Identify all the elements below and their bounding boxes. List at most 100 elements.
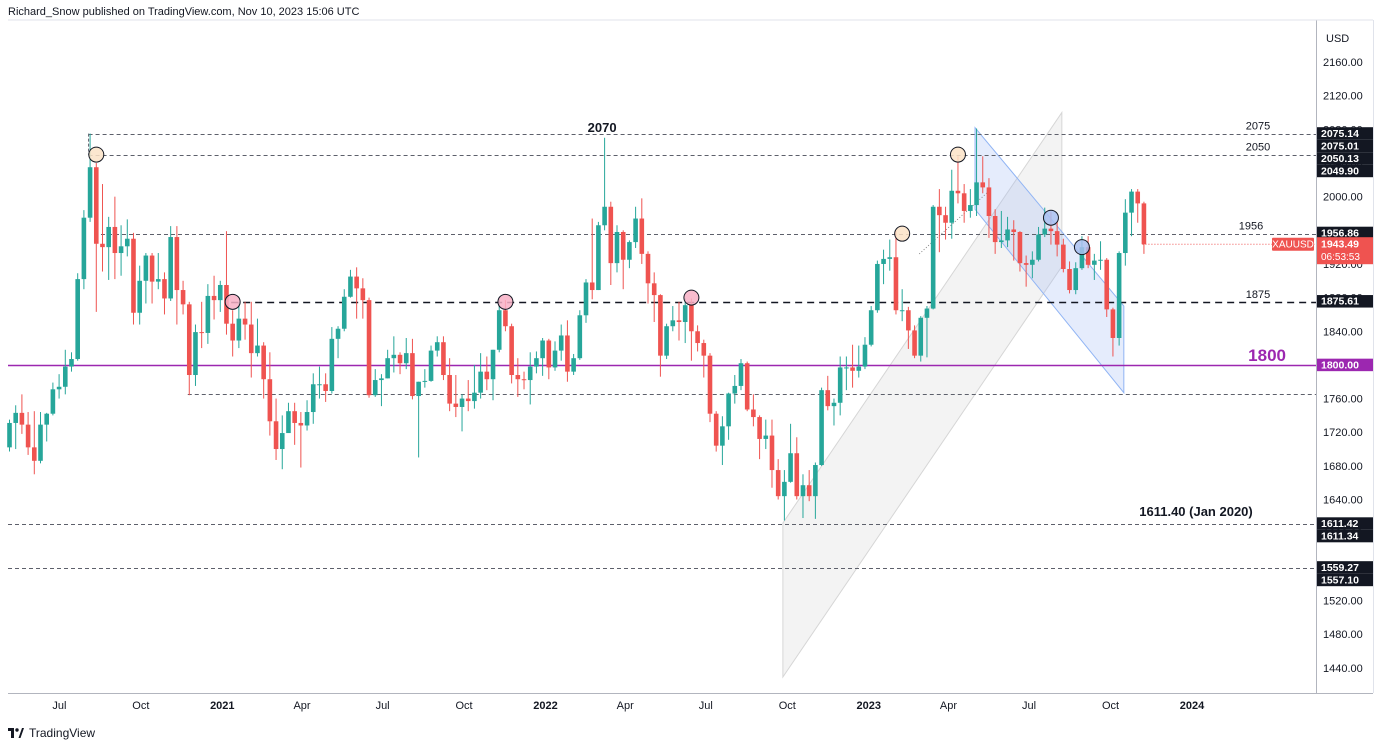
time-axis[interactable]: Jul Oct 2021 Apr Jul Oct 2022 Apr Jul Oct 2023 Apr J…	[52, 700, 1205, 712]
candle-105	[658, 294, 663, 377]
candle-106	[664, 323, 669, 360]
candle-181	[1129, 189, 1134, 237]
candle-6	[44, 412, 49, 442]
candle-body	[831, 402, 837, 407]
candle-171	[1067, 261, 1072, 294]
candle-43	[273, 398, 279, 460]
candle-85	[534, 351, 539, 374]
plot-area[interactable]	[8, 20, 1316, 693]
footer[interactable]: TradingView	[8, 724, 95, 742]
candle-107	[670, 306, 676, 332]
candle-10	[69, 352, 74, 372]
candle-body	[1023, 263, 1029, 265]
candle-182	[1135, 189, 1141, 223]
price-badge-bg	[1317, 358, 1373, 372]
candle-62	[391, 336, 397, 373]
currency-label[interactable]: USD	[1326, 33, 1349, 45]
symbol-tag-text: XAUUSD	[1272, 240, 1314, 251]
candle-body	[44, 413, 49, 425]
level-label: 1875	[1246, 289, 1270, 301]
candle-42	[267, 352, 273, 436]
candle-79	[496, 299, 502, 353]
candle-body	[484, 371, 490, 380]
tradingview-logo-icon	[8, 728, 24, 738]
candle-61	[385, 349, 390, 379]
candle-128	[800, 474, 806, 519]
x-tick-label: Jul	[52, 700, 66, 712]
candle-body	[980, 182, 986, 188]
candle-body	[25, 424, 31, 448]
candle-27	[174, 226, 180, 325]
price-badge-text: 1557.10	[1321, 574, 1359, 586]
candle-108	[676, 301, 682, 341]
candle-147	[918, 316, 924, 362]
candle-29	[186, 301, 192, 396]
candle-body	[31, 447, 37, 461]
candle-55	[348, 269, 353, 298]
candle-body	[112, 226, 118, 254]
candle-body	[174, 237, 180, 291]
candle-25	[162, 272, 167, 315]
candle-87	[546, 338, 552, 380]
candle-body	[1129, 191, 1134, 213]
candle-body	[81, 217, 87, 280]
candle-body	[1123, 212, 1128, 254]
candle-body	[813, 465, 818, 497]
x-tick-label: 2021	[210, 700, 234, 712]
candle-body	[961, 193, 967, 211]
candle-body	[552, 350, 558, 368]
candle-159	[992, 209, 998, 254]
symbol-tag[interactable]	[1272, 237, 1314, 251]
candle-body	[639, 218, 645, 254]
candle-157	[980, 156, 986, 194]
candle-13	[87, 133, 93, 222]
price-badge-text: 1875.61	[1321, 296, 1359, 308]
price-badge-bg	[1317, 226, 1373, 240]
candle-body	[162, 279, 167, 299]
candle-64	[403, 337, 409, 370]
candle-body	[69, 359, 74, 367]
candle-body	[1054, 231, 1060, 245]
candle-body	[515, 375, 521, 380]
candle-146	[912, 325, 917, 359]
candle-body	[800, 485, 806, 497]
candle-135	[844, 356, 849, 391]
candle-body	[899, 310, 905, 312]
candle-142	[887, 239, 893, 271]
candle-94	[589, 218, 595, 300]
candle-body	[7, 422, 12, 448]
candle-45	[286, 402, 291, 434]
candle-body	[323, 384, 328, 391]
x-tick-label: Oct	[456, 700, 473, 712]
candle-body	[261, 345, 266, 380]
candle-body	[1085, 247, 1091, 265]
candle-52	[329, 327, 335, 394]
candle-body	[366, 300, 372, 396]
price-badge: 1559.27	[1317, 561, 1373, 574]
candle-33	[211, 275, 217, 320]
price-badge-text: 1611.42	[1321, 518, 1359, 530]
candle-body	[211, 295, 217, 301]
candle-120	[751, 394, 756, 427]
candle-175	[1092, 253, 1097, 280]
candle-body	[478, 371, 483, 393]
y-tick-label: 1440.00	[1323, 663, 1363, 675]
candle-117	[732, 375, 738, 404]
candle-body	[1048, 228, 1054, 232]
candle-75	[472, 364, 477, 409]
candle-46	[292, 402, 297, 445]
candle-body	[1116, 253, 1122, 338]
price-badge: 1800.00	[1317, 358, 1373, 372]
candle-body	[695, 331, 700, 344]
candle-body	[434, 342, 440, 351]
candle-body	[602, 206, 607, 226]
candle-132	[825, 375, 831, 411]
candle-137	[856, 345, 862, 378]
marker-circle-6	[949, 146, 966, 163]
price-badge: 2075.01	[1317, 139, 1373, 152]
candle-body	[168, 237, 173, 299]
candle-body	[335, 328, 341, 339]
candle-104	[651, 272, 657, 323]
